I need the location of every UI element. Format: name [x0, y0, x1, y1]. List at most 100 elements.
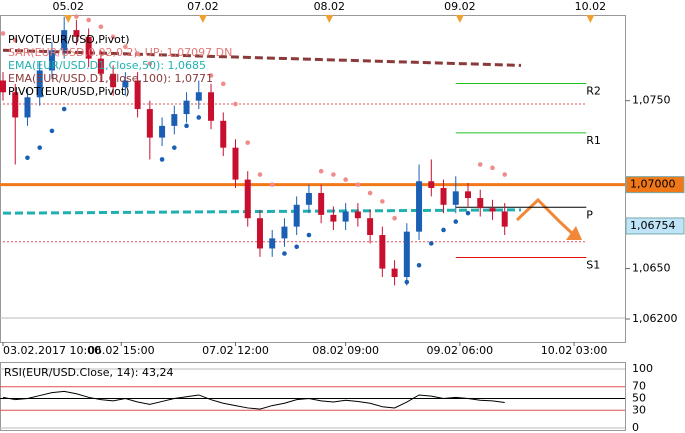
sar-dot [25, 155, 30, 161]
candle-body [318, 193, 325, 215]
date-marker [455, 15, 464, 23]
candle-body [416, 181, 423, 232]
rsi-tick-label: 0 [632, 421, 639, 433]
candle-body [220, 120, 227, 148]
candle-body [379, 235, 386, 269]
sar-dot [392, 215, 397, 221]
sar-dot [502, 172, 508, 177]
rsi-tick-label: 70 [632, 380, 646, 393]
sar-dot [172, 145, 177, 150]
candle-body [428, 181, 435, 188]
sar-dot [453, 219, 459, 224]
rsi-tick-label: 30 [632, 403, 646, 416]
sar-dot [110, 34, 116, 40]
sar-dot [208, 73, 214, 78]
sar-dot [147, 61, 153, 67]
arrow-head [566, 226, 582, 240]
candle-body [85, 36, 92, 59]
candle-body [489, 208, 496, 212]
x-tick-label: 06.02 15:00 [88, 344, 155, 357]
candle-body [73, 30, 80, 37]
sar-dot [159, 157, 165, 162]
candle-body [195, 92, 202, 101]
candle-body [501, 211, 508, 227]
candle-body [146, 109, 153, 138]
candle-body [391, 268, 398, 278]
candle-body [134, 80, 141, 110]
candle-body [305, 193, 312, 205]
sar-dot [465, 210, 471, 216]
top-date-label: 05.02 [53, 0, 85, 13]
price-marker [625, 176, 685, 194]
candle-body [0, 80, 6, 93]
candle-body [183, 100, 190, 115]
candle-body [171, 114, 178, 126]
candle-body [367, 218, 374, 236]
candle-body [330, 214, 337, 222]
date-marker [325, 15, 334, 23]
date-marker [198, 15, 207, 23]
candle-body [440, 187, 447, 205]
x-tick-label: 03.02.2017 10:00 [3, 344, 101, 357]
candle-body [465, 191, 471, 199]
legend-entry: PIVOT(EUR/USD,Pivot) [8, 33, 130, 46]
candle-body [97, 58, 104, 74]
rsi-line [2, 390, 505, 410]
legend-entry: EMA(EUR/USD.D1,Close,100): 1,0771 [8, 72, 213, 85]
sar-dot [318, 168, 324, 174]
candle-body [452, 191, 459, 205]
top-date-label: 09.02 [444, 0, 476, 13]
sar-dot [0, 31, 6, 36]
sar-dot [367, 190, 373, 196]
sar-dot [123, 44, 128, 50]
date-marker [64, 15, 73, 23]
candle-body [48, 50, 55, 71]
y-tick-label: 1,06200 [632, 312, 678, 325]
sar-dot [380, 199, 385, 204]
candle-body [36, 70, 43, 98]
top-date-label: 08.02 [314, 0, 346, 13]
sar-dot [294, 244, 299, 250]
candle-body [208, 92, 215, 121]
sar-dot [49, 128, 55, 134]
sar-dot [86, 17, 91, 23]
pivot-label: S1 [586, 259, 600, 272]
forecast-arrow [515, 197, 577, 238]
sar-dot [196, 115, 202, 120]
sar-dot [74, 14, 79, 19]
y-tick-label: 1,0650 [632, 262, 671, 275]
candle-body [244, 179, 251, 219]
candle-body [122, 80, 129, 88]
sar-dot [257, 172, 263, 177]
rsi-tick-label: 50 [632, 392, 646, 405]
sar-dot [428, 241, 434, 246]
sar-dot [477, 162, 483, 167]
price-marker [625, 217, 685, 235]
date-marker [586, 15, 595, 23]
candle-body [403, 231, 410, 278]
sar-dot [441, 227, 446, 233]
y-tick-label: 1,0750 [632, 94, 671, 107]
pivot-label: R1 [586, 134, 601, 147]
candle-body [159, 125, 166, 138]
sar-dot [61, 106, 67, 112]
sar-dot [269, 182, 275, 187]
sar-dot [12, 37, 18, 43]
x-tick-label: 09.02 06:00 [426, 344, 493, 357]
candle-body [232, 147, 239, 180]
legend-entry: SAR(EUR/USD,0.02,0.2), UP: 1,07097 DN [8, 46, 232, 59]
sar-dot [343, 177, 348, 182]
candle-body [269, 238, 276, 249]
sar-dot [37, 145, 43, 150]
candle-body [342, 211, 349, 222]
sar-dot [331, 172, 336, 177]
sar-dot [98, 24, 104, 30]
candle-body [281, 226, 288, 239]
sar-dot [245, 140, 251, 145]
candle-body [256, 218, 263, 249]
candle-body [293, 204, 300, 227]
sar-dot [135, 51, 140, 56]
sar-dot [416, 262, 422, 268]
